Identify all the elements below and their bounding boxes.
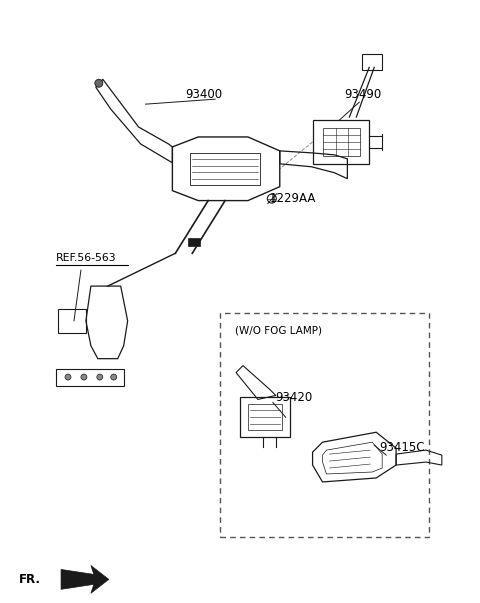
Polygon shape xyxy=(188,238,200,246)
Circle shape xyxy=(97,374,103,380)
Circle shape xyxy=(95,79,103,87)
Circle shape xyxy=(65,374,71,380)
Text: 93490: 93490 xyxy=(344,87,382,101)
Text: 93400: 93400 xyxy=(185,87,222,101)
Polygon shape xyxy=(61,566,109,593)
Text: FR.: FR. xyxy=(19,573,41,586)
Circle shape xyxy=(81,374,87,380)
Text: 93420: 93420 xyxy=(275,391,312,404)
Text: REF.56-563: REF.56-563 xyxy=(56,253,117,264)
Text: (W/O FOG LAMP): (W/O FOG LAMP) xyxy=(235,326,322,336)
Text: 1229AA: 1229AA xyxy=(270,192,316,205)
Circle shape xyxy=(111,374,117,380)
Text: 93415C: 93415C xyxy=(379,441,425,453)
